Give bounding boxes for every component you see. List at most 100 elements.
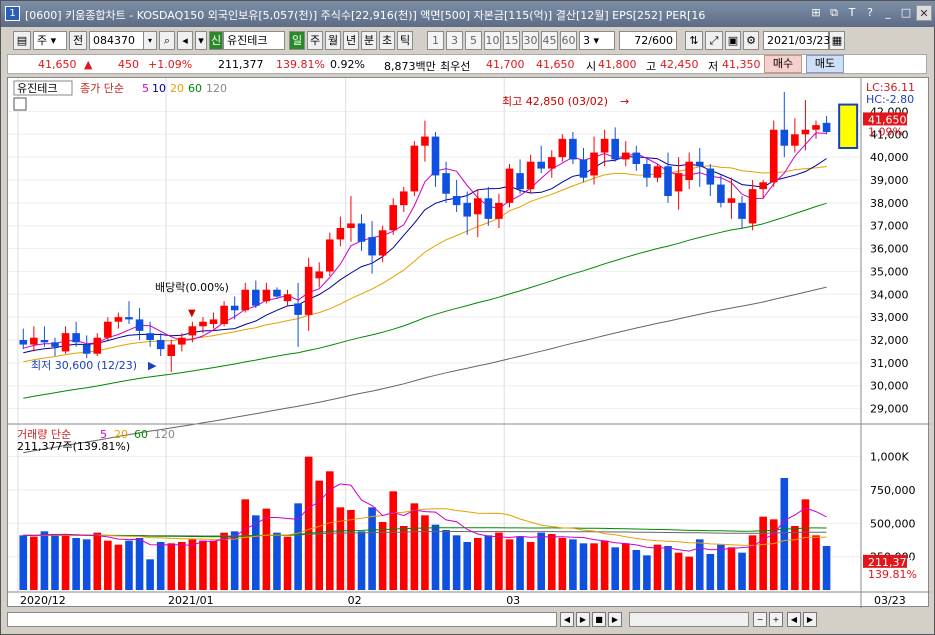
vlegend-ma5: 5 <box>100 428 107 441</box>
interval-button-4[interactable]: 15 <box>503 31 520 50</box>
legend-ma20: 20 <box>170 82 184 95</box>
price-tick-label: 33,000 <box>870 311 909 324</box>
candle-body <box>738 202 746 219</box>
zoom-in-icon[interactable]: + <box>769 612 783 627</box>
code-dropdown-icon[interactable]: ▾ <box>143 31 157 50</box>
volume-bar <box>463 542 472 590</box>
volume-bar <box>125 540 133 590</box>
candle-body <box>452 196 461 206</box>
settings-gear-icon[interactable]: ⚙ <box>743 31 759 50</box>
horizontal-scrollbar[interactable] <box>7 612 557 627</box>
lc-value: LC:36.11 <box>866 81 915 94</box>
volume-bar <box>643 555 651 590</box>
candle-body <box>748 189 757 224</box>
play-icon[interactable]: ▶ <box>608 612 622 627</box>
close-icon[interactable]: ✕ <box>916 5 932 21</box>
candle-type-icon[interactable]: ⇅ <box>685 31 703 50</box>
volume-bar <box>146 559 154 590</box>
volume-bar <box>516 536 524 590</box>
volume-bar <box>347 510 355 590</box>
period-button-4[interactable]: 분 <box>361 31 377 50</box>
volume-bar <box>72 538 80 590</box>
volume-bar <box>791 526 799 590</box>
help-icon[interactable]: ? <box>867 6 873 19</box>
candle-body <box>526 161 535 190</box>
volume-bar <box>93 532 102 590</box>
time-tick-label: 2020/12 <box>20 594 66 607</box>
sound-menu-icon[interactable]: ▾ <box>195 31 207 50</box>
buy-button[interactable]: 매수 <box>764 55 802 73</box>
page-left-icon[interactable]: ◀ <box>787 612 801 627</box>
candle-body <box>178 337 186 345</box>
volume-bar <box>621 543 630 590</box>
volume-bar <box>674 552 683 590</box>
minimize-icon[interactable]: _ <box>885 6 891 19</box>
interval-button-6[interactable]: 45 <box>541 31 558 50</box>
link-icon[interactable]: ⊞ <box>811 6 821 19</box>
volume-bar <box>51 534 59 590</box>
period-button-3[interactable]: 년 <box>343 31 359 50</box>
candle-body <box>600 138 609 153</box>
sell-button[interactable]: 매도 <box>806 55 844 73</box>
period-button-6[interactable]: 틱 <box>397 31 413 50</box>
indicator-icon[interactable]: ⤢ <box>705 31 723 50</box>
grid-table-icon[interactable] <box>13 97 27 111</box>
interval-select[interactable]: 3 ▾ <box>579 31 615 50</box>
interval-button-5[interactable]: 30 <box>522 31 539 50</box>
font-icon[interactable]: T <box>848 6 856 19</box>
volume-bar <box>230 531 239 590</box>
volume-value-text: 211,377주(139.81%) <box>17 440 130 453</box>
scroll-left-icon[interactable]: ◀ <box>560 612 574 627</box>
price-tick-label: 30,000 <box>870 380 909 393</box>
stop-icon[interactable]: ■ <box>592 612 606 627</box>
page-right-icon[interactable]: ▶ <box>803 612 817 627</box>
stock-code-input[interactable]: 084370 <box>89 31 155 50</box>
vol-ma20-line <box>23 508 827 546</box>
interval-button-0[interactable]: 1 <box>427 31 444 50</box>
scroll-right-icon[interactable]: ▶ <box>576 612 590 627</box>
search-icon[interactable]: ⌕ <box>159 31 175 50</box>
new-tag: 신 <box>209 31 223 50</box>
candle-body <box>262 289 271 302</box>
legend-ma60: 60 <box>188 82 202 95</box>
volume-bar <box>283 536 292 590</box>
max-price-note: 최고 42,850 (03/02) <box>502 95 608 108</box>
zoom-out-icon[interactable]: − <box>753 612 767 627</box>
period-button-0[interactable]: 일 <box>289 31 305 50</box>
maximize-icon[interactable]: □ <box>900 6 912 19</box>
chart-canvas[interactable]: 42,00041,00040,00039,00038,00037,00036,0… <box>8 78 930 608</box>
period-button-2[interactable]: 월 <box>325 31 341 50</box>
zoom-slider[interactable] <box>629 612 749 627</box>
volume-bar <box>632 550 641 590</box>
save-icon[interactable]: ▣ <box>725 31 741 50</box>
volume-bar <box>748 535 757 590</box>
mode-select[interactable]: 주 ▾ <box>33 31 67 50</box>
date-field[interactable]: 2021/03/23 <box>763 31 830 50</box>
period-button-1[interactable]: 주 <box>307 31 323 50</box>
candle-body <box>473 198 482 215</box>
sound-icon[interactable]: ◂ <box>177 31 193 50</box>
candle-body <box>389 205 398 231</box>
candle-body <box>442 173 450 194</box>
calendar-icon[interactable]: ▦ <box>829 31 845 50</box>
period-button-5[interactable]: 초 <box>379 31 395 50</box>
interval-button-3[interactable]: 10 <box>484 31 501 50</box>
interval-button-7[interactable]: 60 <box>560 31 577 50</box>
copy-window-icon[interactable]: ⧉ <box>830 6 838 19</box>
volume-bar <box>188 539 197 590</box>
price-tick-label: 40,000 <box>870 151 909 164</box>
jeon-button[interactable]: 전 <box>69 31 87 50</box>
candle-body <box>357 223 366 242</box>
interval-button-1[interactable]: 3 <box>446 31 463 50</box>
volume-tag-box <box>863 554 907 568</box>
price-tick-label: 38,000 <box>870 197 909 210</box>
chart-area[interactable]: 42,000 41,000 40,000 39,000 38,000 37,000 36,0… <box>7 77 930 608</box>
stock-name-field[interactable]: 유진테크 <box>223 31 285 50</box>
layout-icon[interactable]: ▤ <box>13 31 31 50</box>
interval-button-2[interactable]: 5 <box>465 31 482 50</box>
volume-bar <box>294 503 302 590</box>
count-field[interactable]: 72/600 <box>619 31 677 50</box>
volume-bar <box>199 540 207 590</box>
high-price: 42,450 <box>660 58 699 71</box>
candle-body <box>30 337 38 345</box>
